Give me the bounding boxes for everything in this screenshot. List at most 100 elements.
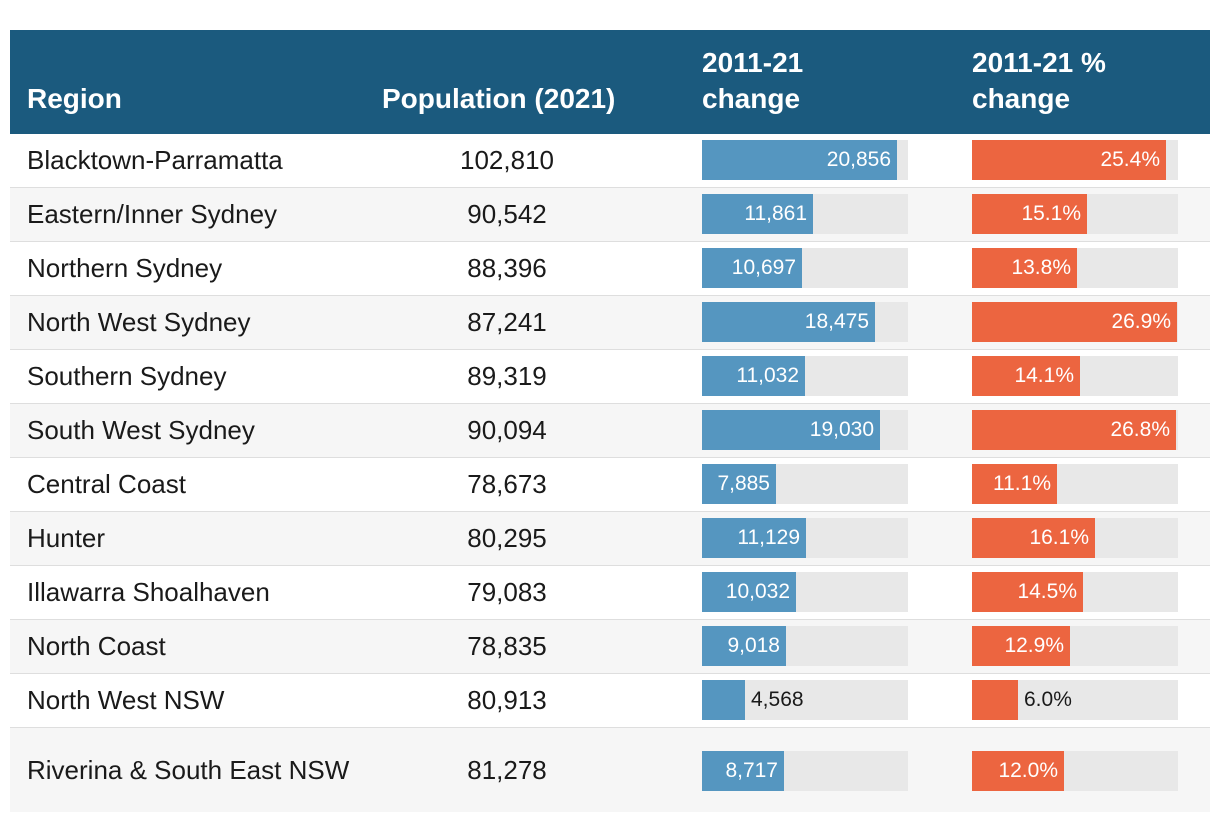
percent-change-track: 16.1% <box>972 518 1178 558</box>
percent-change-label: 25.4% <box>1100 148 1160 171</box>
change-label: 8,717 <box>725 759 778 782</box>
change-bar <box>702 248 802 288</box>
change-label: 4,568 <box>751 688 804 711</box>
percent-change-label: 6.0% <box>1024 688 1072 711</box>
change-track: 10,032 <box>702 572 908 612</box>
change-track: 18,475 <box>702 302 908 342</box>
change-track: 20,856 <box>702 140 908 180</box>
table-row: Riverina & South East NSW 81,278 8,717 12.0… <box>10 728 1210 812</box>
percent-change-bar <box>972 248 1077 288</box>
region-name: North West Sydney <box>27 307 251 337</box>
percent-change-label: 26.8% <box>1110 418 1170 441</box>
change-label: 11,032 <box>736 364 799 387</box>
percent-change-bar <box>972 572 1083 612</box>
population-value: 87,241 <box>467 307 547 337</box>
percent-change-bar <box>972 464 1057 504</box>
population-value: 90,094 <box>467 415 547 445</box>
change-bar <box>702 410 880 450</box>
change-bar <box>702 626 786 666</box>
percent-change-bar <box>972 626 1070 666</box>
table-row: North West Sydney 87,241 18,475 26.9% <box>10 296 1210 350</box>
percent-change-track: 11.1% <box>972 464 1178 504</box>
change-track: 19,030 <box>702 410 908 450</box>
table-row: North Coast 78,835 9,018 12.9% <box>10 620 1210 674</box>
header-change: 2011-21 change <box>702 47 804 114</box>
change-bar <box>702 751 784 791</box>
change-label: 7,885 <box>717 472 770 495</box>
percent-change-track: 13.8% <box>972 248 1178 288</box>
population-value: 80,295 <box>467 523 547 553</box>
percent-change-bar <box>972 518 1095 558</box>
percent-change-label: 26.9% <box>1111 310 1171 333</box>
change-label: 11,129 <box>737 526 800 549</box>
region-name: Illawarra Shoalhaven <box>27 577 270 607</box>
change-bar <box>702 356 805 396</box>
table-row: North West NSW 80,913 4,568 6.0% <box>10 674 1210 728</box>
region-name: Southern Sydney <box>27 361 227 391</box>
change-bar <box>702 140 897 180</box>
table-row: Hunter 80,295 11,129 16.1% <box>10 512 1210 566</box>
population-value: 79,083 <box>467 577 547 607</box>
percent-change-track: 25.4% <box>972 140 1178 180</box>
region-name: Eastern/Inner Sydney <box>27 199 278 229</box>
change-track: 4,568 <box>702 680 908 720</box>
population-value: 78,835 <box>467 631 547 661</box>
change-track: 10,697 <box>702 248 908 288</box>
percent-change-label: 11.1% <box>993 472 1051 495</box>
population-value: 78,673 <box>467 469 547 499</box>
header-region: Region <box>27 83 122 114</box>
percent-change-label: 13.8% <box>1011 256 1071 279</box>
percent-change-track: 14.1% <box>972 356 1178 396</box>
population-value: 80,913 <box>467 685 547 715</box>
table-row: Blacktown-Parramatta 102,810 20,856 25.4% <box>10 134 1210 188</box>
header-percent-change: 2011-21 % change <box>972 47 1106 114</box>
percent-change-bar <box>972 680 1018 720</box>
change-track: 11,861 <box>702 194 908 234</box>
percent-change-track: 12.9% <box>972 626 1178 666</box>
table-body: Blacktown-Parramatta 102,810 20,856 25.4% Ea… <box>10 134 1210 812</box>
change-track: 8,717 <box>702 751 908 791</box>
table-row: Eastern/Inner Sydney 90,542 11,861 15.1% <box>10 188 1210 242</box>
change-track: 11,032 <box>702 356 908 396</box>
table-row: Central Coast 78,673 7,885 11.1% <box>10 458 1210 512</box>
percent-change-bar <box>972 356 1080 396</box>
change-track: 9,018 <box>702 626 908 666</box>
change-label: 11,861 <box>744 202 807 225</box>
population-value: 102,810 <box>460 145 554 175</box>
percent-change-track: 12.0% <box>972 751 1178 791</box>
population-value: 88,396 <box>467 253 547 283</box>
change-label: 9,018 <box>727 634 780 657</box>
percent-change-track: 26.8% <box>972 410 1178 450</box>
percent-change-bar <box>972 751 1064 791</box>
percent-change-label: 15.1% <box>1021 202 1081 225</box>
percent-change-track: 14.5% <box>972 572 1178 612</box>
change-label: 10,697 <box>731 256 796 279</box>
percent-change-label: 12.9% <box>1004 634 1064 657</box>
region-name: North Coast <box>27 631 166 661</box>
region-name: Hunter <box>27 523 106 553</box>
region-name: Riverina & South East NSW <box>27 754 350 785</box>
percent-change-track: 6.0% <box>972 680 1178 720</box>
change-bar <box>702 518 806 558</box>
table-row: Southern Sydney 89,319 11,032 14.1% <box>10 350 1210 404</box>
population-table: Region Population (2021) 2011-21 change … <box>10 30 1210 812</box>
percent-change-bar <box>972 302 1177 342</box>
percent-change-bar <box>972 410 1176 450</box>
table-row: Northern Sydney 88,396 10,697 13.8% <box>10 242 1210 296</box>
population-value: 81,278 <box>467 754 547 785</box>
change-bar <box>702 194 813 234</box>
region-name: Blacktown-Parramatta <box>27 145 283 175</box>
header-population: Population (2021) <box>382 83 616 114</box>
change-bar <box>702 464 776 504</box>
change-bar <box>702 572 796 612</box>
percent-change-label: 14.5% <box>1017 580 1077 603</box>
percent-change-bar <box>972 194 1087 234</box>
region-name: Northern Sydney <box>27 253 223 283</box>
change-bar <box>702 302 875 342</box>
percent-change-label: 16.1% <box>1029 526 1089 549</box>
population-value: 90,542 <box>467 199 547 229</box>
table-row: Illawarra Shoalhaven 79,083 10,032 14.5% <box>10 566 1210 620</box>
region-name: North West NSW <box>27 685 225 715</box>
change-label: 18,475 <box>804 310 869 333</box>
region-name: Central Coast <box>27 469 186 499</box>
